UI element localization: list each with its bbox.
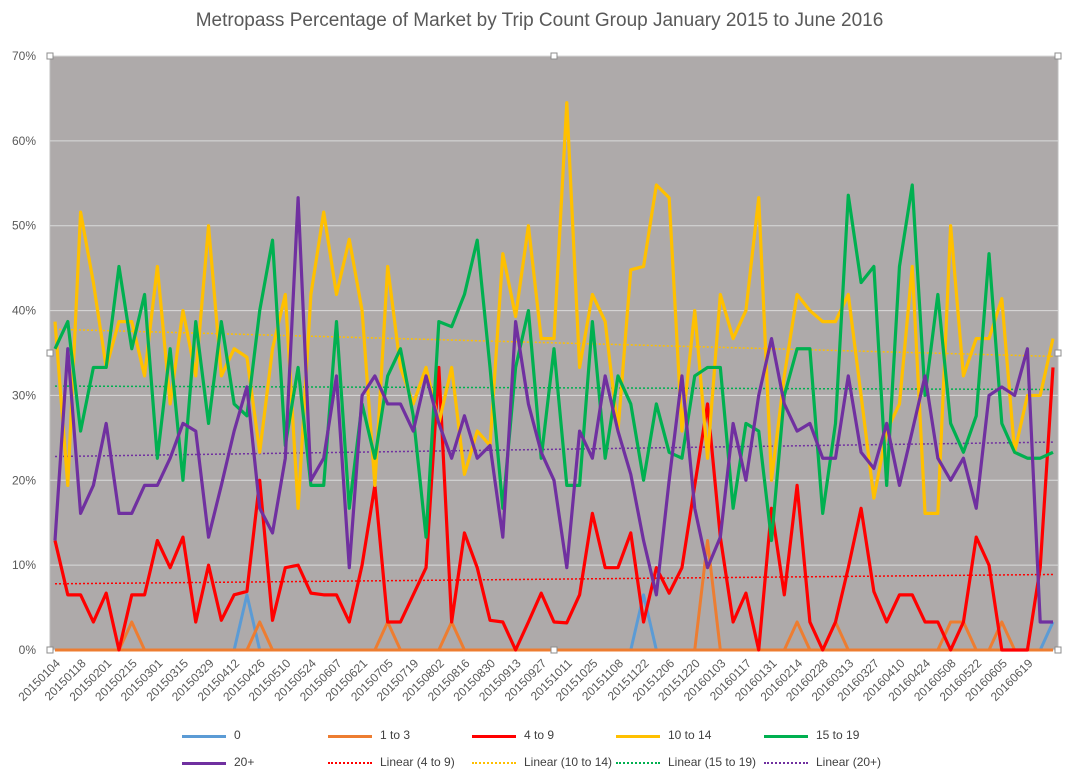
legend-swatch: [182, 762, 226, 765]
series-spike-1-to-3: [987, 620, 1016, 651]
legend-label: Linear (15 to 19): [668, 755, 757, 769]
resize-handle[interactable]: [46, 349, 54, 357]
legend-swatch: [616, 735, 660, 738]
legend-swatch: [328, 762, 372, 764]
resize-handle[interactable]: [550, 52, 558, 60]
y-tick-label: 30%: [12, 388, 36, 402]
series-spike-0: [1038, 621, 1055, 651]
resize-handle[interactable]: [46, 646, 54, 654]
legend-label: 15 to 19: [816, 728, 860, 742]
legend-swatch: [616, 762, 660, 764]
series-line-4-to-9: [53, 365, 1055, 652]
legend-swatch: [764, 735, 808, 738]
legend-label: 0: [234, 728, 241, 742]
y-tick-label: 10%: [12, 558, 36, 572]
legend-label: 10 to 14: [668, 728, 712, 742]
legend-row-2: 20+ Linear (4 to 9) Linear (10 to 14) Linea…: [0, 753, 1079, 773]
resize-handle[interactable]: [550, 646, 558, 654]
legend-row-1: 0 1 to 3 4 to 9 10 to 14 15 to 19: [0, 726, 1079, 746]
series-line-20+: [53, 196, 1053, 624]
resize-handle[interactable]: [46, 52, 54, 60]
y-axis: 0% 10% 20% 30% 40% 50% 60% 70%: [12, 49, 36, 657]
resize-handle[interactable]: [1054, 646, 1062, 654]
y-tick-label: 40%: [12, 304, 36, 318]
legend-label: 20+: [234, 755, 255, 769]
y-tick-label: 20%: [12, 473, 36, 487]
series-spike-1-to-3: [245, 620, 274, 651]
resize-handle[interactable]: [1054, 52, 1062, 60]
y-tick-label: 60%: [12, 134, 36, 148]
x-axis: 2015010420150118201502012015021520150301…: [15, 649, 1058, 704]
series-spike-0: [629, 593, 658, 651]
resize-handle[interactable]: [1054, 349, 1062, 357]
legend-swatch: [182, 735, 226, 738]
legend-swatch: [472, 762, 516, 764]
legend-label: 1 to 3: [380, 728, 411, 742]
legend-label: Linear (20+): [816, 755, 882, 769]
legend-label: 4 to 9: [524, 728, 555, 742]
legend-label: Linear (10 to 14): [524, 755, 613, 769]
series-spike-1-to-3: [782, 620, 812, 651]
legend-swatch: [472, 735, 516, 738]
y-tick-label: 70%: [12, 49, 36, 63]
y-tick-label: 50%: [12, 219, 36, 233]
legend-swatch: [328, 735, 372, 738]
legend-swatch: [764, 762, 808, 764]
chart-title: Metropass Percentage of Market by Trip C…: [195, 10, 884, 31]
series-spike-1-to-3: [693, 539, 722, 651]
selection-handles[interactable]: [46, 52, 1062, 654]
legend-label: Linear (4 to 9): [380, 755, 455, 769]
series-spike-1-to-3: [117, 620, 146, 651]
y-tick-label: 0%: [19, 643, 37, 657]
series-line-15-to-19: [53, 183, 1054, 543]
